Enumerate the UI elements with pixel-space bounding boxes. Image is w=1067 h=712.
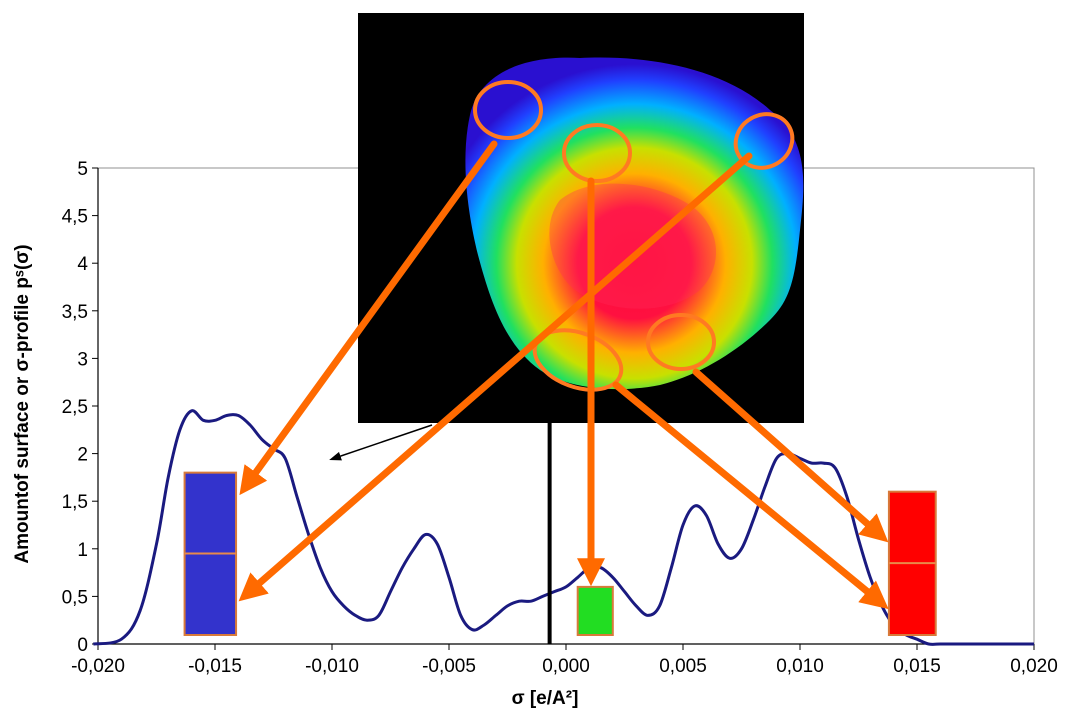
y-tick-label: 2,5 (62, 397, 88, 418)
y-tick-label: 4 (77, 254, 88, 275)
x-ticks: -0,020 -0,015 -0,010 -0,005 0,000 0,005 0,010 0… (71, 644, 1058, 677)
x-tick-label: -0,020 (71, 656, 125, 677)
arrow-blue-top (239, 140, 498, 496)
ellipse-top-left (473, 80, 543, 140)
y-tick-label: 4,5 (62, 207, 88, 228)
x-tick-label: 0,005 (659, 656, 707, 677)
x-tick-label: 0,000 (542, 656, 590, 677)
x-tick-label: 0,010 (776, 656, 824, 677)
y-tick-label: 0 (77, 635, 88, 656)
ellipse-top-right (733, 112, 795, 170)
molecule-surface (465, 57, 804, 390)
x-tick-label: -0,005 (422, 656, 476, 677)
arrow-red-bottom (612, 381, 889, 610)
x-tick-label: 0,015 (893, 656, 941, 677)
curve-pointer-arrow (329, 424, 433, 461)
bar-green (576, 585, 614, 637)
y-tick-label: 1 (77, 540, 88, 561)
y-tick-label: 1,5 (62, 492, 88, 513)
x-axis-title: σ [e/A²] (512, 688, 579, 709)
y-axis-title: Amountof surface or σ-profile pˢ(σ) (12, 244, 33, 563)
arrow-blue-bottom (238, 152, 753, 602)
arrow-red-top (692, 368, 889, 543)
y-tick-label: 3 (77, 349, 88, 370)
y-tick-label: 3,5 (62, 302, 88, 323)
x-tick-label: -0,015 (188, 656, 242, 677)
y-ticks: 0 0,5 1 1,5 2 2,5 3 3,5 4 4,5 5 (62, 159, 98, 656)
ellipse-bottom-right (646, 313, 716, 371)
colored-bars (183, 471, 937, 637)
molecule-image (358, 13, 804, 423)
region-ellipses (473, 80, 795, 392)
ellipse-top-center (562, 123, 632, 183)
y-tick-label: 2 (77, 445, 88, 466)
region-arrows (238, 140, 889, 610)
x-tick-label: 0,020 (1010, 656, 1058, 677)
x-tick-label: -0,010 (305, 656, 359, 677)
y-tick-label: 5 (77, 159, 88, 180)
y-tick-label: 0,5 (62, 587, 88, 608)
